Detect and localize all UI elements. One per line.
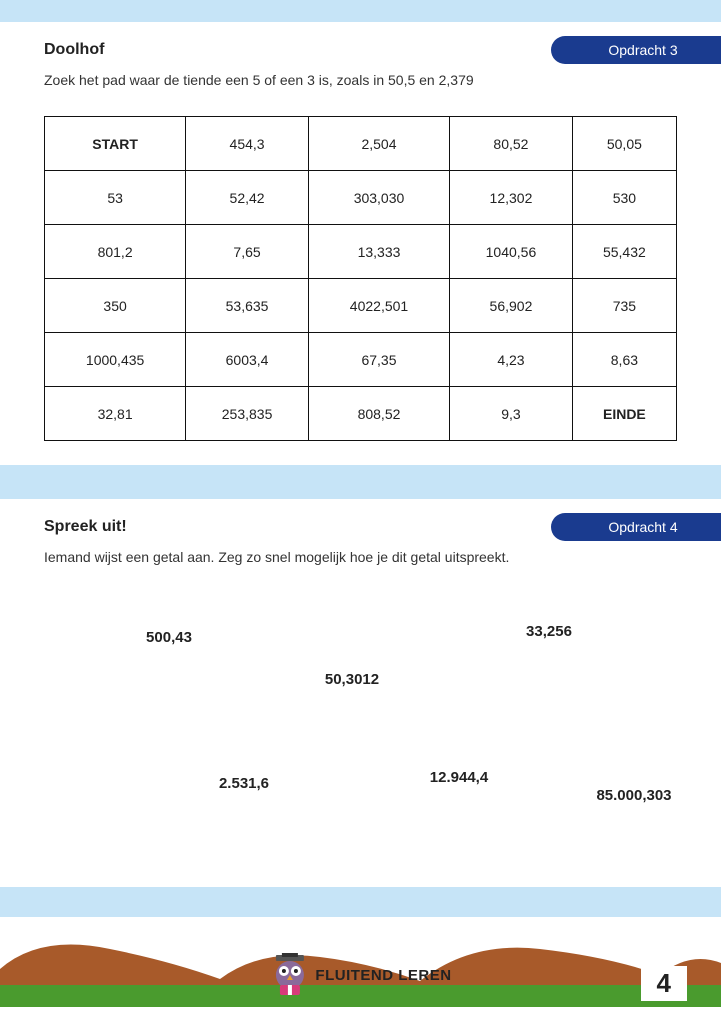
section-title: Spreek uit! — [44, 518, 127, 536]
table-cell: 67,35 — [308, 333, 449, 387]
cloud-value: 85.000,303 — [596, 781, 671, 804]
table-cell: 350 — [45, 279, 186, 333]
exercise-3-section: Doolhof Opdracht 3 Zoek het pad waar de … — [0, 22, 721, 465]
exercise-badge: Opdracht 3 — [551, 36, 721, 64]
table-cell: 53 — [45, 171, 186, 225]
top-band — [0, 0, 721, 22]
table-cell: START — [45, 117, 186, 171]
table-row: 801,27,6513,3331040,5655,432 — [45, 225, 677, 279]
mid-band — [0, 465, 721, 499]
table-cell: 80,52 — [450, 117, 573, 171]
table-cell: 55,432 — [572, 225, 676, 279]
brand-group: FLUITEND LEREN — [269, 953, 451, 997]
table-cell: 530 — [572, 171, 676, 225]
table-cell: 53,635 — [186, 279, 309, 333]
cloud-value: 12.944,4 — [430, 763, 488, 786]
page-number: 4 — [641, 966, 687, 1001]
table-cell: 6003,4 — [186, 333, 309, 387]
table-cell: 801,2 — [45, 225, 186, 279]
clouds-area: 500,43 33,256 50,3012 2.531,6 12.944,4 85.000… — [44, 593, 677, 863]
brand-text: FLUITEND LEREN — [315, 967, 451, 984]
heading-row: Spreek uit! Opdracht 4 — [44, 513, 677, 541]
table-cell: 735 — [572, 279, 676, 333]
exercise-4-section: Spreek uit! Opdracht 4 Iemand wijst een … — [0, 499, 721, 887]
table-cell: 253,835 — [186, 387, 309, 441]
table-cell: 13,333 — [308, 225, 449, 279]
section-title: Doolhof — [44, 41, 104, 59]
table-cell: 4,23 — [450, 333, 573, 387]
table-cell: 32,81 — [45, 387, 186, 441]
table-cell: 52,42 — [186, 171, 309, 225]
exercise-badge: Opdracht 4 — [551, 513, 721, 541]
table-cell: 7,65 — [186, 225, 309, 279]
table-row: 1000,4356003,467,354,238,63 — [45, 333, 677, 387]
table-cell: 12,302 — [450, 171, 573, 225]
number-cloud: 33,256 — [484, 601, 614, 657]
number-cloud: 2.531,6 — [174, 753, 314, 811]
table-cell: 56,902 — [450, 279, 573, 333]
number-cloud: 85.000,303 — [554, 765, 714, 823]
table-cell: 4022,501 — [308, 279, 449, 333]
number-cloud: 50,3012 — [282, 649, 422, 709]
table-cell: 454,3 — [186, 117, 309, 171]
table-row: 35053,6354022,50156,902735 — [45, 279, 677, 333]
table-row: START454,32,50480,5250,05 — [45, 117, 677, 171]
worksheet-page: Doolhof Opdracht 3 Zoek het pad waar de … — [0, 0, 721, 1007]
cloud-value: 50,3012 — [325, 665, 379, 688]
table-cell: 9,3 — [450, 387, 573, 441]
table-cell: 50,05 — [572, 117, 676, 171]
table-cell: EINDE — [572, 387, 676, 441]
cloud-value: 33,256 — [526, 617, 572, 640]
owl-icon — [269, 953, 309, 997]
table-row: 5352,42303,03012,302530 — [45, 171, 677, 225]
heading-row: Doolhof Opdracht 3 — [44, 36, 677, 64]
low-band — [0, 887, 721, 917]
cloud-value: 2.531,6 — [219, 769, 269, 792]
number-cloud: 500,43 — [104, 607, 234, 663]
table-cell: 2,504 — [308, 117, 449, 171]
table-row: 32,81253,835808,529,3EINDE — [45, 387, 677, 441]
table-cell: 8,63 — [572, 333, 676, 387]
cloud-value: 500,43 — [146, 623, 192, 646]
page-footer: FLUITEND LEREN 4 — [0, 917, 721, 1007]
table-cell: 303,030 — [308, 171, 449, 225]
maze-table: START454,32,50480,5250,055352,42303,0301… — [44, 116, 677, 441]
table-cell: 1000,435 — [45, 333, 186, 387]
instruction-text: Zoek het pad waar de tiende een 5 of een… — [44, 72, 677, 88]
number-cloud: 12.944,4 — [384, 747, 534, 805]
table-cell: 1040,56 — [450, 225, 573, 279]
instruction-text: Iemand wijst een getal aan. Zeg zo snel … — [44, 549, 677, 565]
table-cell: 808,52 — [308, 387, 449, 441]
